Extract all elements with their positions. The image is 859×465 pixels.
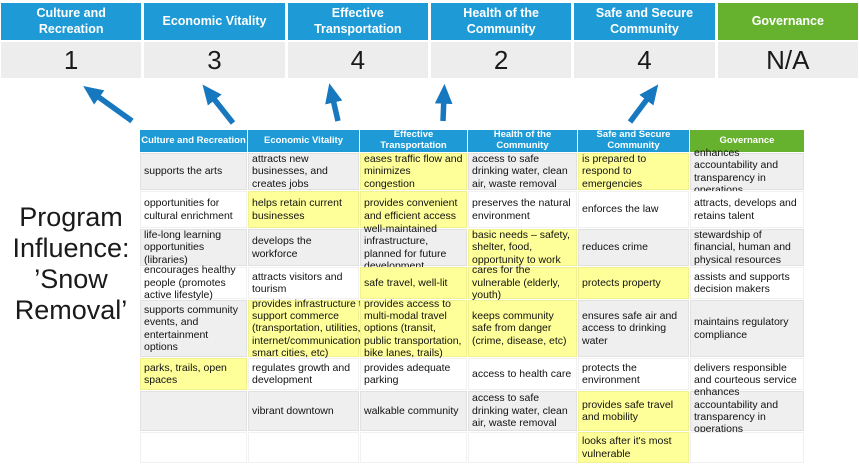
up-arrow-icon xyxy=(202,84,236,125)
matrix-column-header: Safe and Secure Community xyxy=(578,130,689,152)
banner-score-value: 4 xyxy=(574,42,715,78)
matrix-cell: parks, trails, open spaces xyxy=(140,358,247,390)
matrix-cell: access to safe drinking water, clean air… xyxy=(468,153,577,190)
matrix-cell xyxy=(140,391,247,431)
up-arrow-icon xyxy=(434,83,453,122)
banner-column-label: Effective Transportation xyxy=(287,3,428,40)
matrix-cell: cares for the vulnerable (elderly, youth… xyxy=(468,264,577,301)
banner-score-value: 3 xyxy=(144,42,285,78)
matrix-cell: enhances accountability and transparency… xyxy=(690,147,804,196)
matrix-cell: is prepared to respond to emergencies xyxy=(578,153,689,190)
matrix-cell: encourages healthy people (promotes acti… xyxy=(140,264,247,301)
matrix-cell: ensures safe air and access to drinking … xyxy=(578,300,689,357)
matrix-column-header: Health of the Community xyxy=(468,130,577,152)
matrix-cell: regulates growth and development xyxy=(248,358,359,390)
banner-score-row: 1 3 4 2 4 N/A xyxy=(1,42,858,78)
matrix-cell: attracts visitors and tourism xyxy=(248,267,359,299)
banner-column-label: Economic Vitality xyxy=(144,3,285,40)
matrix-column-header: Effective Transportation xyxy=(360,130,467,152)
matrix-cell: provides access to multi-modal travel op… xyxy=(360,298,467,359)
matrix-cell: vibrant downtown xyxy=(248,391,359,431)
matrix-cell xyxy=(690,432,804,463)
matrix-cell: basic needs – safety, shelter, food, opp… xyxy=(468,229,577,266)
matrix-cell: supports community events, and entertain… xyxy=(140,300,247,357)
up-arrow-icon xyxy=(325,83,343,122)
matrix-cell: safe travel, well-lit xyxy=(360,267,467,299)
matrix-cell: enhances accountability and transparency… xyxy=(690,386,804,435)
matrix-cell: access to safe drinking water, clean air… xyxy=(468,391,577,431)
matrix-cell: assists and supports decision makers xyxy=(690,267,804,299)
banner-header-row: Culture and Recreation Economic Vitality E… xyxy=(1,3,858,40)
matrix-cell: attracts new businesses, and creates job… xyxy=(248,153,359,190)
matrix-cell: life-long learning opportunities (librar… xyxy=(140,229,247,266)
matrix-cell: helps retain current businesses xyxy=(248,191,359,228)
matrix-cell: attracts, develops and retains talent xyxy=(690,191,804,228)
matrix-cell: walkable community xyxy=(360,391,467,431)
matrix-cell: provides adequate parking xyxy=(360,358,467,390)
matrix-cell: enforces the law xyxy=(578,191,689,228)
matrix-cell: looks after it's most vulnerable xyxy=(578,432,689,463)
banner-column-label: Governance xyxy=(717,3,858,40)
matrix-column-header: Governance xyxy=(690,130,804,152)
banner-score-value: N/A xyxy=(717,42,858,78)
matrix-cell: well-maintained infrastructure, planned … xyxy=(360,223,467,272)
matrix-column-header: Economic Vitality xyxy=(248,130,359,152)
matrix-cell: supports the arts xyxy=(140,153,247,190)
matrix-column-header: Culture and Recreation xyxy=(140,130,247,152)
program-label-line: ’Snow xyxy=(34,264,108,294)
matrix-cell: provides convenient and efficient access xyxy=(360,191,467,228)
matrix-cell: provides safe travel and mobility xyxy=(578,391,689,431)
matrix-cell: eases traffic flow and minimizes congest… xyxy=(360,153,467,190)
score-banner: Culture and Recreation Economic Vitality E… xyxy=(1,3,858,78)
banner-score-value: 2 xyxy=(430,42,572,78)
up-arrow-icon xyxy=(627,84,659,124)
matrix-cell: keeps community safe from danger (crime,… xyxy=(468,300,577,357)
matrix-cell: preserves the natural environment xyxy=(468,191,577,228)
matrix-cell: provides infrastructure to support comme… xyxy=(248,298,369,359)
matrix-cell xyxy=(248,432,359,463)
matrix-cell: delivers responsible and courteous servi… xyxy=(690,358,804,390)
matrix-cell: stewardship of financial, human and phys… xyxy=(690,229,804,266)
influence-matrix: Culture and Recreation Economic Vitality E… xyxy=(140,130,805,463)
program-label-line: Removal’ xyxy=(14,295,128,325)
program-label-line: Influence: xyxy=(12,233,130,263)
program-label-line: Program xyxy=(19,202,123,232)
banner-score-value: 4 xyxy=(287,42,428,78)
matrix-cell: access to health care xyxy=(468,358,577,390)
matrix-cell: reduces crime xyxy=(578,229,689,266)
banner-column-label: Culture and Recreation xyxy=(1,3,142,40)
banner-column-label: Safe and Secure Community xyxy=(574,3,715,40)
matrix-cell xyxy=(140,432,247,463)
banner-column-label: Health of the Community xyxy=(430,3,572,40)
up-arrow-icon xyxy=(83,85,134,124)
program-influence-label: Program Influence: ’Snow Removal’ xyxy=(0,202,142,326)
matrix-cell: maintains regulatory compliance xyxy=(690,300,804,357)
matrix-cell: protects the environment xyxy=(578,358,689,390)
matrix-cell: develops the workforce xyxy=(248,229,359,266)
matrix-cell: opportunities for cultural enrichment xyxy=(140,191,247,228)
banner-score-value: 1 xyxy=(1,42,142,78)
matrix-cell xyxy=(360,432,467,463)
matrix-cell: protects property xyxy=(578,267,689,299)
matrix-cell xyxy=(468,432,577,463)
